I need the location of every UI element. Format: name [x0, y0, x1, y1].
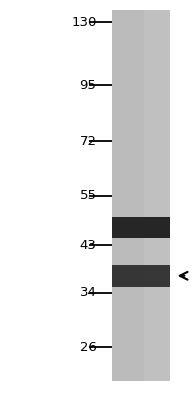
Text: 55: 55: [80, 189, 96, 202]
Bar: [144, 10, 170, 381]
Bar: [112, 265, 170, 287]
Text: 26: 26: [80, 340, 96, 354]
Text: 130: 130: [71, 16, 96, 28]
Text: 43: 43: [80, 239, 96, 252]
Bar: [112, 10, 170, 381]
Bar: [112, 217, 170, 238]
Text: 72: 72: [80, 135, 96, 148]
Text: 34: 34: [80, 286, 96, 299]
Text: 95: 95: [80, 79, 96, 92]
